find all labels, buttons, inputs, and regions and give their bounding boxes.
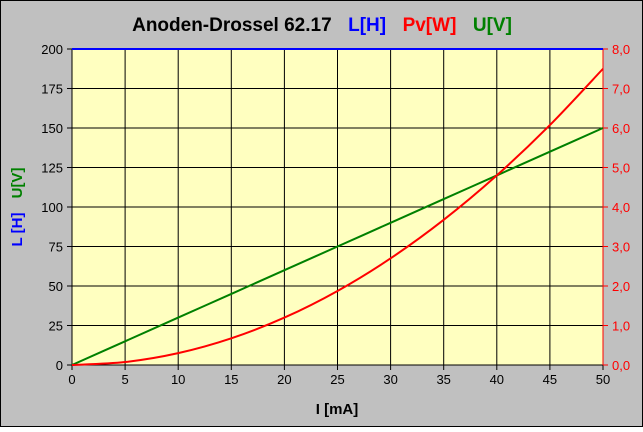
y-left-tick-label: 50 [49,279,63,294]
tick-labels: 0 5 10 15 20 25 30 35 40 45 50 0 25 50 75 100 125 150 175 2… [41,42,630,387]
chart-title-u: U[V] [473,15,512,36]
y-left-tick-label: 0 [56,358,63,373]
y-right-tick-label: 3,0 [612,240,630,255]
y-left-tick-label: 25 [49,319,63,334]
y-left-tick-label: 175 [41,82,63,97]
axes [67,48,608,370]
y-left-tick-label: 100 [41,200,63,215]
y-right-tick-label: 8,0 [612,42,630,57]
y-left-tick-label: 200 [41,42,63,57]
x-tick-label: 10 [171,372,185,387]
y-left-tick-label: 150 [41,121,63,136]
x-tick-label: 50 [596,372,610,387]
chart-title-l: L[H] [348,15,386,36]
y-axis-label-l: L [H] [9,213,26,247]
x-axis-label: I [mA] [316,401,359,418]
chart-title-pv: Pv[W] [403,15,457,36]
series-line-u-v [71,127,604,366]
x-tick-label: 5 [121,372,128,387]
y-left-tick-label: 75 [49,240,63,255]
y-right-tick-label: 1,0 [612,319,630,334]
x-tick-label: 0 [68,372,75,387]
y-axis-label-u: U[V] [9,168,26,199]
y-right-tick-label: 2,0 [612,279,630,294]
series-group [71,48,604,366]
y-right-tick-label: 0,0 [612,358,630,373]
series-line-pv-w [71,68,604,366]
x-tick-label: 35 [436,372,450,387]
x-tick-label: 45 [543,372,557,387]
x-tick-label: 15 [224,372,238,387]
x-tick-label: 20 [277,372,291,387]
y-right-tick-label: 6,0 [612,121,630,136]
y-right-tick-label: 7,0 [612,82,630,97]
y-left-tick-label: 125 [41,161,63,176]
y-right-tick-label: 5,0 [612,161,630,176]
x-tick-label: 40 [490,372,504,387]
x-tick-label: 25 [330,372,344,387]
chart-title: Anoden-Drossel 62.17 L[H] Pv[W] U[V] [132,15,512,36]
chart-title-main: Anoden-Drossel 62.17 [132,15,332,36]
x-tick-label: 30 [383,372,397,387]
y-axis-label-left: L [H] U[V] [9,168,26,247]
y-right-tick-label: 4,0 [612,200,630,215]
